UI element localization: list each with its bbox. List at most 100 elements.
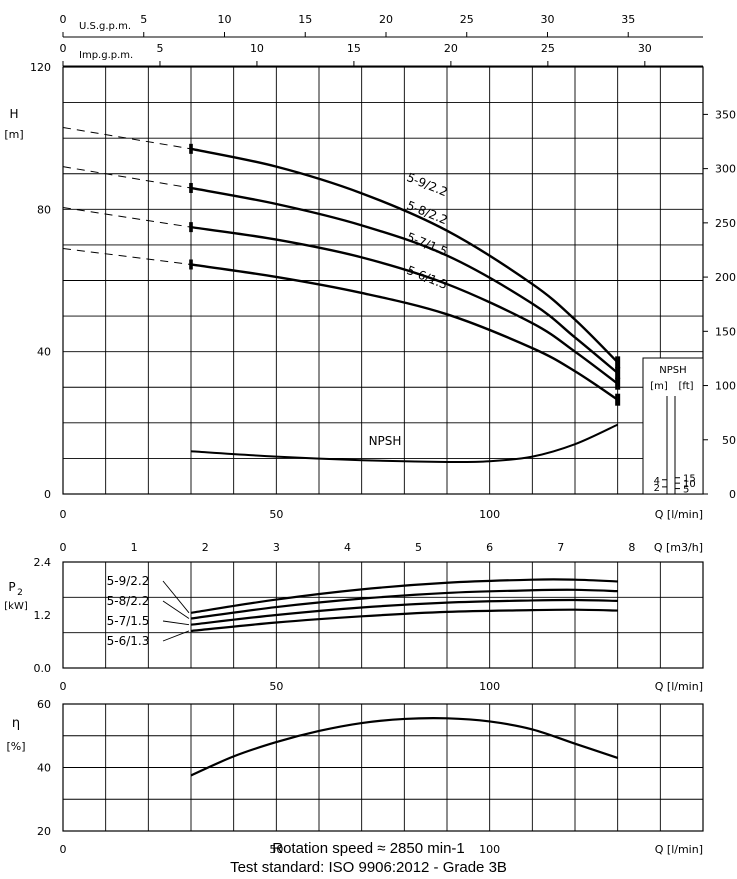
eff-x-tick-label: 0 (60, 843, 67, 856)
flow-m3h-tick-label: 1 (131, 541, 138, 554)
head-curve-start-marker (189, 222, 193, 233)
head-x-tick-label: 50 (269, 508, 283, 521)
eff-y-axis-unit: [%] (6, 740, 25, 753)
power-x-tick-label: 50 (269, 680, 283, 693)
efficiency-curve (190, 716, 619, 777)
npsh-box-ft-tick-label: 15 (683, 474, 696, 485)
head-curve-5-9/2.2 (190, 147, 619, 364)
head-right-axis-tick-label: 100 (715, 380, 736, 393)
power-curve-label-5-8/2.2: 5-8/2.2 (107, 594, 150, 608)
head-curve-start-marker (189, 259, 193, 270)
npsh-box-title: NPSH (659, 365, 686, 376)
head-right-axis-tick-label: 200 (715, 271, 736, 284)
head-right-axis-tick-label: 250 (715, 217, 736, 230)
power-curve-leader (162, 630, 190, 642)
flow-m3h-tick-label: 4 (344, 541, 351, 554)
top-axis-tick-label-0: 30 (540, 13, 554, 26)
top-axis-tick-label-0: 5 (140, 13, 147, 26)
head-right-axis-tick-label: 300 (715, 163, 736, 176)
head-curve-end-marker (615, 367, 621, 380)
head-curve-dashed-5-8/2.2 (62, 166, 192, 189)
top-axis-tick-label-0: 15 (298, 13, 312, 26)
power-y-axis-title-sub: 2 (17, 588, 23, 598)
head-curve-dashed-5-6/1.3 (62, 247, 192, 265)
top-axis-tick-label-1: 10 (250, 42, 264, 55)
head-curve-5-6/1.3 (190, 263, 619, 401)
npsh-box-m-tick-label: 2 (654, 483, 660, 494)
npsh-box-unit-ft: [ft] (678, 381, 693, 392)
power-curve-leader (162, 580, 190, 614)
eff-x-tick-label: 100 (479, 843, 500, 856)
head-right-axis-tick-label: 150 (715, 325, 736, 338)
head-curve-label-5-6/1.3: 5-6/1.3 (405, 263, 450, 292)
power-x-tick-label: 0 (60, 680, 67, 693)
flow-m3h-tick-label: 0 (60, 541, 67, 554)
power-curve-5-9/2.2 (190, 578, 618, 614)
flow-m3h-tick-label: 6 (486, 541, 493, 554)
power-y-tick-label: 0.0 (34, 662, 52, 675)
head-x-tick-label: 100 (479, 508, 500, 521)
top-axis-tick-label-0: 20 (379, 13, 393, 26)
head-right-axis-tick-label: 350 (715, 108, 736, 121)
head-x-tick-label: 0 (60, 508, 67, 521)
head-curve-dashed-5-9/2.2 (62, 126, 192, 150)
head-curve-end-marker (615, 377, 621, 390)
top-axis-tick-label-0: 10 (217, 13, 231, 26)
rotation-speed-note: Rotation speed ≈ 2850 min-1 (272, 840, 465, 857)
eff-y-axis-title: η (12, 716, 20, 731)
eff-y-tick-label: 40 (37, 762, 51, 775)
eff-y-tick-label: 20 (37, 825, 51, 838)
top-axis-title-1: Imp.g.p.m. (79, 50, 133, 61)
head-right-axis-tick-label: 50 (722, 434, 736, 447)
head-y-tick-label: 80 (37, 203, 51, 216)
npsh-curve (190, 423, 619, 464)
top-axis-tick-label-0: 35 (621, 13, 635, 26)
flow-m3h-tick-label: 2 (202, 541, 209, 554)
top-axis-tick-label-0: 0 (60, 13, 67, 26)
top-axis-tick-label-1: 30 (638, 42, 652, 55)
npsh-box-ft-tick-label: 5 (683, 485, 689, 496)
top-axis-tick-label-1: 15 (347, 42, 361, 55)
top-axis-tick-label-1: 5 (156, 42, 163, 55)
power-curve-label-5-6/1.3: 5-6/1.3 (107, 634, 150, 648)
power-y-tick-label: 2.4 (34, 556, 52, 569)
power-curve-5-6/1.3 (190, 608, 618, 632)
top-axis-tick-label-1: 0 (60, 42, 67, 55)
top-axis-title-0: U.S.g.p.m. (79, 21, 131, 32)
power-x-axis-title: Q [l/min] (655, 680, 703, 693)
npsh-box-unit-m: [m] (650, 381, 668, 392)
head-y-tick-label: 120 (30, 61, 51, 74)
head-curve-end-marker (615, 393, 621, 406)
head-curve-end-marker (615, 356, 621, 369)
power-curve-leader (162, 600, 190, 619)
power-curve-leader (162, 620, 190, 626)
flow-m3h-tick-label: 3 (273, 541, 280, 554)
head-y-tick-label: 0 (44, 488, 51, 501)
flow-m3h-tick-label: 7 (557, 541, 564, 554)
flow-m3h-axis-title: Q [m3/h] (654, 541, 703, 554)
head-curve-5-8/2.2 (190, 186, 619, 374)
eff-y-tick-label: 60 (37, 698, 51, 711)
head-curve-dashed-5-7/1.5 (62, 207, 192, 228)
power-x-tick-label: 100 (479, 680, 500, 693)
npsh-scale-box (642, 357, 704, 495)
head-right-axis-tick-label: 0 (729, 488, 736, 501)
eff-x-axis-title: Q [l/min] (655, 843, 703, 856)
head-curve-start-marker (189, 143, 193, 154)
flow-m3h-tick-label: 5 (415, 541, 422, 554)
power-plot-frame (62, 561, 704, 669)
top-axis-tick-label-1: 25 (541, 42, 555, 55)
npsh-box-m-tick-label: 4 (654, 476, 660, 487)
head-curve-label-5-8/2.2: 5-8/2.2 (405, 198, 450, 227)
head-y-axis-title: H (9, 107, 18, 121)
head-curve-label-5-9/2.2: 5-9/2.2 (405, 170, 450, 199)
top-axis-tick-label-1: 20 (444, 42, 458, 55)
eff-x-tick-label: 50 (269, 843, 283, 856)
power-curve-label-5-7/1.5: 5-7/1.5 (107, 614, 150, 628)
power-curve-label-5-9/2.2: 5-9/2.2 (107, 574, 150, 588)
power-curve-5-7/1.5 (190, 598, 618, 626)
head-y-axis-unit: [m] (4, 128, 23, 141)
power-y-tick-label: 1.2 (34, 609, 52, 622)
head-curve-5-7/1.5 (190, 225, 619, 385)
